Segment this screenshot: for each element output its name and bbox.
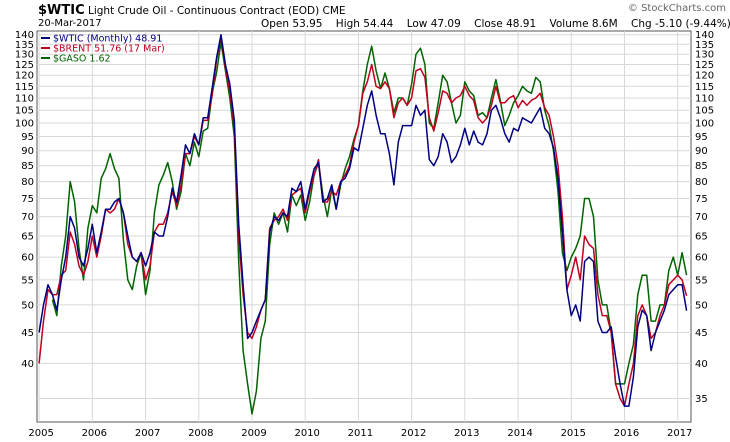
y-tick-label-left: 70	[21, 212, 34, 223]
x-tick-label: 2010	[294, 428, 319, 439]
x-tick-label: 2008	[188, 428, 213, 439]
y-tick-label-right: 95	[695, 132, 708, 143]
y-tick-label-right: 130	[695, 50, 714, 61]
y-tick-label-left: 65	[21, 232, 34, 243]
stockcharts-credit: © StockCharts.com	[627, 3, 726, 14]
x-axis-labels: 2005 2006 2007 2008 2009 2010 2011 2012 2013 2014…	[28, 428, 692, 439]
y-tick-label-right: 45	[695, 328, 708, 339]
y-tick-label-left: 95	[21, 132, 34, 143]
y-tick-label-left: 140	[15, 30, 34, 41]
y-tick-label-right: 75	[695, 194, 708, 205]
y-tick-label-left: 100	[15, 119, 34, 130]
x-tick-label: 2009	[241, 428, 266, 439]
high-label: High	[335, 18, 360, 30]
y-tick-label-right: 65	[695, 232, 708, 243]
x-tick-label: 2007	[135, 428, 160, 439]
chg-value: -5.10 (-9.44%)	[655, 18, 730, 30]
y-tick-label-left: 50	[21, 300, 34, 311]
close-value: 48.91	[506, 18, 537, 30]
y-tick-label-left: 85	[21, 161, 34, 172]
series-line-0	[38, 33, 688, 407]
y-tick-label-right: 120	[695, 71, 714, 82]
y-tick-label-left: 80	[21, 177, 34, 188]
legend-entry: $GASO 1.62	[53, 54, 111, 65]
legend-entry: $WTIC (Monthly) 48.91	[53, 34, 162, 45]
y-tick-label-right: 105	[695, 106, 714, 117]
y-tick-label-left: 90	[21, 146, 34, 157]
y-tick-label-left: 115	[15, 82, 34, 93]
open-value: 53.95	[292, 18, 323, 30]
chg-label: Chg	[631, 18, 652, 30]
y-tick-label-left: 110	[15, 94, 34, 105]
y-tick-label-right: 70	[695, 212, 708, 223]
y-tick-label-left: 55	[21, 275, 34, 286]
y-tick-label-right: 35	[695, 394, 708, 405]
series-line-2	[51, 41, 688, 415]
right-axis-labels: 3540455055606570758085909510010511011512…	[695, 30, 714, 405]
y-tick-label-right: 110	[695, 94, 714, 105]
x-tick-label: 2005	[28, 428, 53, 439]
series-line-1	[38, 35, 688, 407]
x-tick-label: 2013	[454, 428, 479, 439]
y-tick-label-right: 125	[695, 60, 714, 71]
legend: $WTIC (Monthly) 48.91$BRENT 51.76 (17 Ma…	[41, 34, 165, 65]
exchange: CME	[322, 5, 346, 17]
y-tick-label-left: 45	[21, 328, 34, 339]
y-tick-label-right: 140	[695, 30, 714, 41]
x-tick-label: 2015	[561, 428, 586, 439]
y-tick-label-right: 60	[695, 253, 708, 264]
header-title: $WTIC Light Crude Oil - Continuous Contr…	[38, 3, 346, 18]
y-tick-label-right: 80	[695, 177, 708, 188]
quote-summary: Open 53.95 High 54.44 Low 47.09 Close 48…	[261, 18, 730, 30]
left-axis-labels: 4045505560657075808590951001051101151201…	[15, 30, 34, 370]
x-tick-label: 2014	[507, 428, 532, 439]
high-value: 54.44	[363, 18, 394, 30]
y-tick-label-left: 130	[15, 50, 34, 61]
symbol: $WTIC	[38, 3, 85, 18]
low-value: 47.09	[430, 18, 461, 30]
y-tick-label-right: 50	[695, 300, 708, 311]
contract-description: Light Crude Oil - Continuous Contract (E…	[87, 5, 320, 17]
chart-date: 20-Mar-2017	[38, 18, 102, 29]
x-tick-label: 2017	[667, 428, 692, 439]
x-tick-label: 2011	[348, 428, 373, 439]
y-tick-label-left: 75	[21, 194, 34, 205]
y-tick-label-right: 100	[695, 119, 714, 130]
open-label: Open	[261, 18, 290, 30]
y-tick-label-left: 60	[21, 253, 34, 264]
y-tick-label-right: 115	[695, 82, 714, 93]
y-tick-label-left: 40	[21, 359, 34, 370]
y-tick-label-left: 125	[15, 60, 34, 71]
close-label: Close	[474, 18, 503, 30]
x-tick-label: 2006	[82, 428, 107, 439]
volume-value: 8.6M	[591, 18, 618, 30]
volume-label: Volume	[549, 18, 589, 30]
x-tick-label: 2016	[614, 428, 639, 439]
legend-entry: $BRENT 51.76 (17 Mar)	[53, 44, 165, 55]
y-tick-label-left: 135	[15, 40, 34, 51]
y-tick-label-right: 135	[695, 40, 714, 51]
low-label: Low	[406, 18, 428, 30]
series-lines	[38, 33, 688, 415]
y-tick-label-right: 85	[695, 161, 708, 172]
x-tick-label: 2012	[401, 428, 426, 439]
y-tick-label-left: 120	[15, 71, 34, 82]
y-tick-label-left: 105	[15, 106, 34, 117]
y-tick-label-right: 55	[695, 275, 708, 286]
y-tick-label-right: 90	[695, 146, 708, 157]
y-tick-label-right: 40	[695, 359, 708, 370]
